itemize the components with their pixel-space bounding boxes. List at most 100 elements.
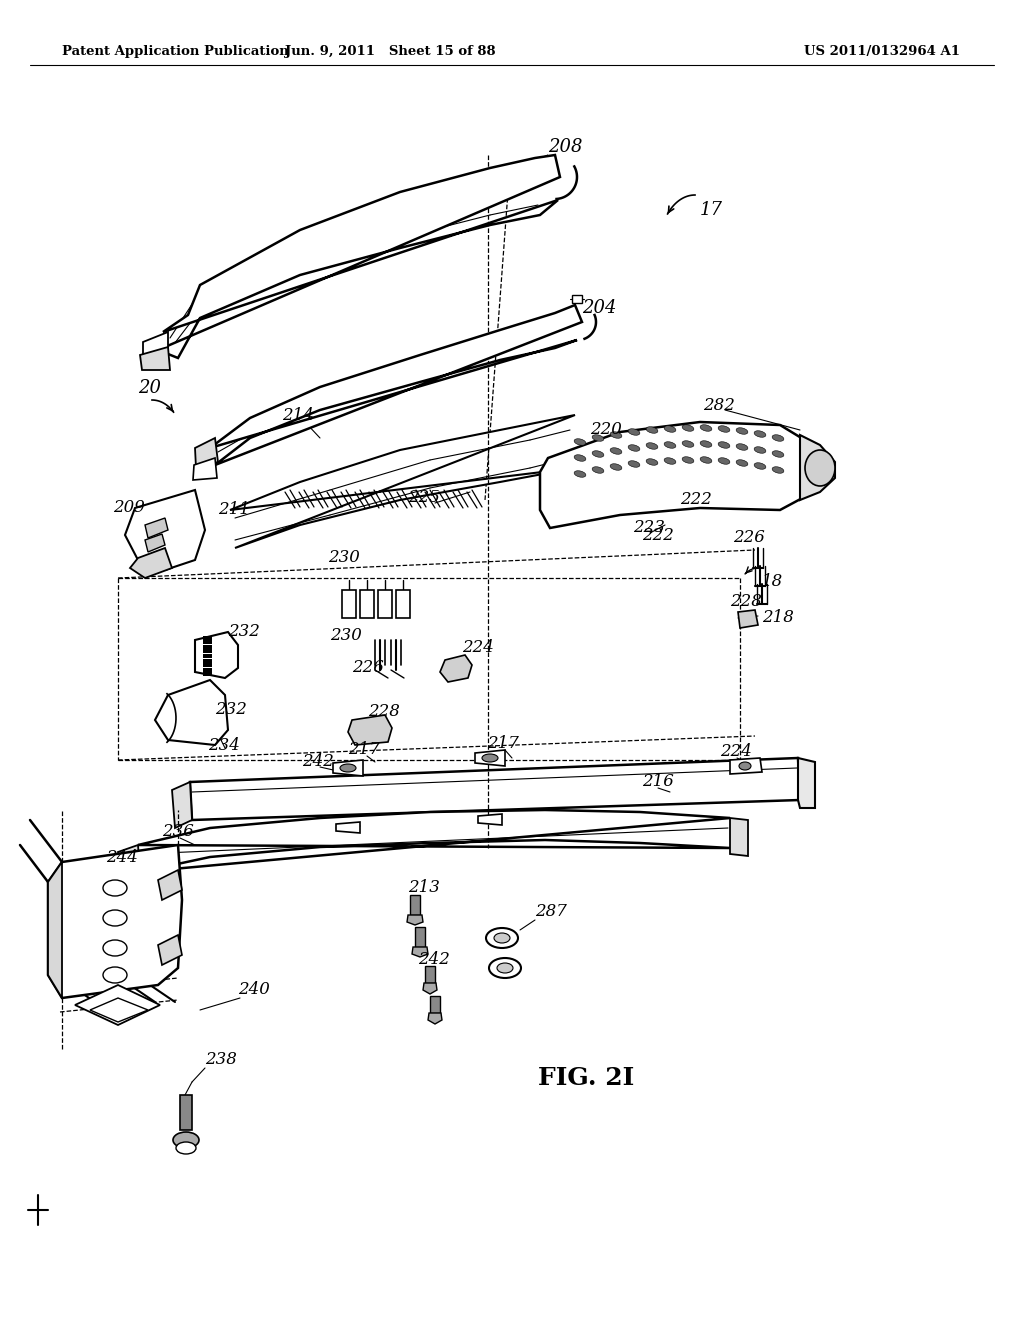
- Ellipse shape: [489, 958, 521, 978]
- Ellipse shape: [610, 463, 622, 470]
- Ellipse shape: [665, 458, 676, 465]
- Text: 287: 287: [535, 903, 567, 920]
- Polygon shape: [143, 333, 168, 356]
- Ellipse shape: [772, 434, 783, 441]
- Text: 211: 211: [218, 502, 250, 519]
- Ellipse shape: [736, 428, 748, 434]
- Polygon shape: [195, 632, 238, 678]
- Ellipse shape: [628, 445, 640, 451]
- Text: 224: 224: [720, 743, 752, 760]
- Polygon shape: [430, 997, 440, 1012]
- Text: 217: 217: [348, 742, 380, 759]
- Polygon shape: [193, 458, 217, 480]
- Ellipse shape: [665, 442, 676, 449]
- Text: 282: 282: [703, 396, 735, 413]
- Ellipse shape: [736, 444, 748, 450]
- Ellipse shape: [700, 441, 712, 447]
- Text: 236: 236: [162, 824, 194, 841]
- Polygon shape: [412, 946, 428, 957]
- Polygon shape: [440, 655, 472, 682]
- Ellipse shape: [682, 425, 694, 432]
- Polygon shape: [798, 758, 815, 808]
- Ellipse shape: [682, 441, 694, 447]
- Polygon shape: [475, 750, 505, 766]
- Polygon shape: [360, 590, 374, 618]
- Ellipse shape: [103, 880, 127, 896]
- Polygon shape: [158, 935, 182, 965]
- Ellipse shape: [718, 458, 730, 465]
- Polygon shape: [348, 715, 392, 744]
- Polygon shape: [90, 998, 148, 1022]
- Ellipse shape: [486, 928, 518, 948]
- Text: 204: 204: [582, 300, 616, 317]
- Text: US 2011/0132964 A1: US 2011/0132964 A1: [804, 45, 961, 58]
- Ellipse shape: [754, 463, 766, 469]
- Text: 232: 232: [215, 701, 247, 718]
- Polygon shape: [730, 758, 762, 774]
- Text: 209: 209: [113, 499, 145, 516]
- Polygon shape: [230, 414, 575, 548]
- Text: 234: 234: [208, 737, 240, 754]
- Ellipse shape: [700, 425, 712, 432]
- Polygon shape: [333, 760, 362, 776]
- Text: 226: 226: [733, 529, 765, 546]
- Polygon shape: [155, 680, 228, 744]
- Polygon shape: [118, 845, 140, 878]
- Text: 222: 222: [680, 491, 712, 508]
- Ellipse shape: [173, 1133, 199, 1148]
- Polygon shape: [428, 1012, 442, 1024]
- Ellipse shape: [610, 432, 622, 438]
- Polygon shape: [48, 845, 182, 998]
- Polygon shape: [140, 347, 170, 370]
- Text: 230: 230: [328, 549, 359, 566]
- Ellipse shape: [494, 933, 510, 942]
- Polygon shape: [75, 985, 160, 1026]
- Text: 242: 242: [302, 754, 334, 771]
- Text: 228: 228: [368, 704, 400, 721]
- Ellipse shape: [610, 447, 622, 454]
- Text: 17: 17: [700, 201, 723, 219]
- Ellipse shape: [700, 457, 712, 463]
- Polygon shape: [130, 548, 172, 578]
- Polygon shape: [407, 915, 423, 925]
- Ellipse shape: [739, 762, 751, 770]
- Polygon shape: [190, 758, 800, 820]
- Polygon shape: [158, 154, 560, 358]
- Polygon shape: [145, 517, 168, 539]
- Text: FIG. 2I: FIG. 2I: [538, 1067, 634, 1090]
- Ellipse shape: [592, 450, 604, 457]
- Ellipse shape: [103, 968, 127, 983]
- Polygon shape: [125, 490, 205, 570]
- Ellipse shape: [665, 426, 676, 432]
- Text: 20: 20: [138, 379, 161, 397]
- Polygon shape: [425, 966, 435, 983]
- Ellipse shape: [574, 471, 586, 478]
- Ellipse shape: [718, 442, 730, 449]
- Ellipse shape: [646, 459, 657, 465]
- Polygon shape: [540, 422, 820, 528]
- Polygon shape: [180, 1096, 193, 1130]
- Ellipse shape: [754, 430, 766, 437]
- Ellipse shape: [176, 1142, 196, 1154]
- Polygon shape: [342, 590, 356, 618]
- Ellipse shape: [574, 438, 586, 445]
- Polygon shape: [158, 870, 182, 900]
- Text: 228: 228: [730, 594, 762, 610]
- Polygon shape: [210, 305, 582, 465]
- Text: 217: 217: [487, 735, 519, 752]
- Text: 224: 224: [462, 639, 494, 656]
- Ellipse shape: [805, 450, 835, 486]
- Polygon shape: [415, 927, 425, 946]
- Ellipse shape: [340, 764, 356, 772]
- Ellipse shape: [646, 426, 657, 433]
- Text: 244: 244: [106, 850, 138, 866]
- Text: 230: 230: [330, 627, 361, 644]
- Ellipse shape: [497, 964, 513, 973]
- Text: Jun. 9, 2011   Sheet 15 of 88: Jun. 9, 2011 Sheet 15 of 88: [285, 45, 496, 58]
- Ellipse shape: [103, 909, 127, 927]
- Ellipse shape: [736, 459, 748, 466]
- Ellipse shape: [772, 450, 783, 457]
- Text: 218: 218: [762, 610, 794, 627]
- Text: 216: 216: [642, 774, 674, 791]
- Polygon shape: [800, 436, 835, 500]
